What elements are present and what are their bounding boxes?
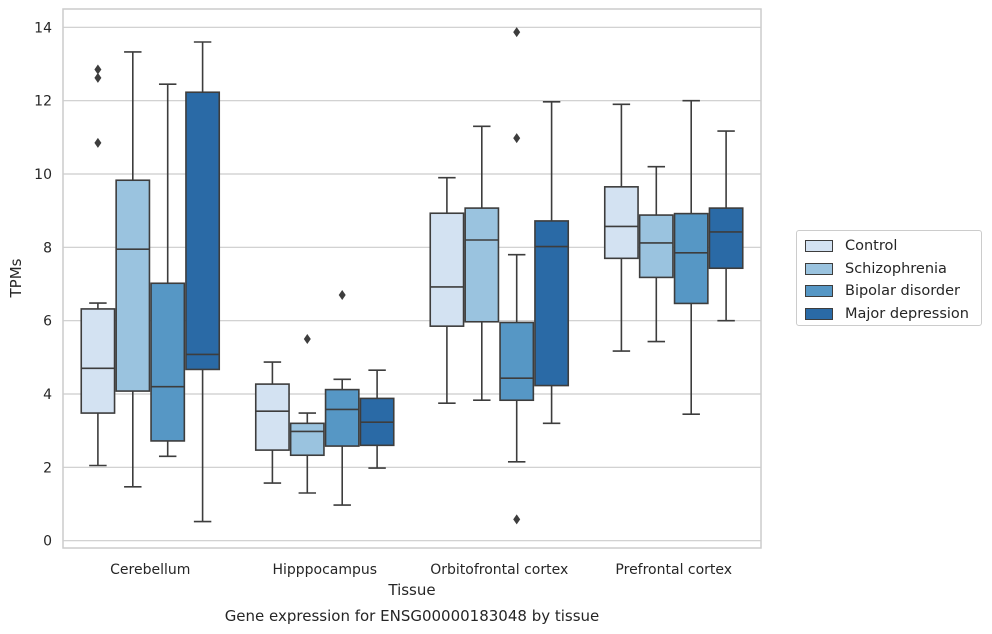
box-iqr [429, 212, 465, 327]
legend-item-major-depression: Major depression [805, 303, 981, 326]
box-iqr [254, 383, 290, 451]
box-3-1 [359, 369, 395, 469]
box-iqr [603, 186, 639, 260]
y-tick-label: 6 [43, 314, 52, 330]
x-tick-label: Prefrontal cortex [615, 562, 732, 578]
box-2-2 [499, 27, 535, 525]
outlier-point [513, 27, 521, 38]
x-axis-label: Tissue [387, 581, 435, 599]
y-axis-label: TPMs [7, 258, 25, 298]
box-iqr [150, 282, 186, 442]
legend-swatch [805, 307, 833, 320]
box-3-2 [534, 100, 570, 425]
box-iqr [534, 220, 570, 387]
box-3-3 [708, 130, 744, 322]
y-tick-label: 14 [34, 20, 52, 36]
x-tick-labels: Cerebellum Hipppocampus Orbitofrontal cort… [110, 562, 732, 578]
box-iqr [80, 308, 116, 414]
box-iqr [115, 179, 151, 392]
outlier-point [94, 137, 102, 148]
legend-item-control: Control [805, 235, 981, 258]
box-0-0 [80, 64, 116, 467]
box-1-2 [464, 125, 500, 402]
box-iqr [673, 212, 709, 305]
outlier-point [94, 64, 102, 75]
outlier-point [303, 334, 311, 344]
legend-label: Schizophrenia [845, 260, 947, 277]
legend-label: Bipolar disorder [845, 283, 960, 300]
box-iqr [185, 91, 221, 371]
box-iqr [708, 207, 744, 270]
x-tick-label: Orbitofrontal cortex [430, 562, 568, 578]
outlier-point [94, 72, 102, 83]
box-iqr [638, 214, 674, 279]
y-tick-label: 0 [43, 534, 52, 550]
outlier-point [338, 290, 346, 300]
y-tick-label: 8 [43, 240, 52, 256]
outlier-point [513, 133, 521, 144]
y-tick-label: 10 [34, 167, 52, 183]
box-0-3 [603, 103, 639, 352]
box-0-1 [254, 361, 290, 484]
x-tick-label: Cerebellum [110, 562, 190, 578]
plot-frame [62, 8, 762, 549]
box-3-0 [185, 41, 221, 523]
y-tick-label: 12 [34, 94, 52, 110]
legend-swatch [805, 240, 833, 253]
box-2-0 [150, 83, 186, 458]
legend-label: Major depression [845, 305, 969, 322]
box-iqr [289, 422, 325, 457]
legend-swatch [805, 262, 833, 275]
box-1-0 [115, 51, 151, 488]
outlier-point [513, 514, 521, 525]
box-0-2 [429, 176, 465, 404]
box-groups [80, 27, 744, 525]
plot-background [63, 9, 761, 548]
box-iqr [324, 388, 360, 447]
box-1-3 [638, 165, 674, 343]
legend-item-bipolar-disorder: Bipolar disorder [805, 280, 981, 303]
box-2-3 [673, 99, 709, 415]
legend-label: Control [845, 238, 898, 255]
box-2-1 [324, 290, 360, 506]
legend-swatch [805, 285, 833, 298]
y-tick-label: 4 [43, 387, 52, 403]
y-tick-labels: 0 2 4 6 8 10 12 14 [34, 20, 52, 549]
box-1-1 [289, 334, 325, 494]
box-iqr [464, 207, 500, 323]
legend: Control Schizophrenia Bipolar disorder M… [796, 230, 982, 326]
legend-item-schizophrenia: Schizophrenia [805, 258, 981, 281]
y-tick-label: 2 [43, 460, 52, 476]
x-tick-label: Hipppocampus [272, 562, 377, 578]
box-iqr [499, 321, 535, 402]
figure-caption: Gene expression for ENSG00000183048 by t… [224, 607, 600, 625]
